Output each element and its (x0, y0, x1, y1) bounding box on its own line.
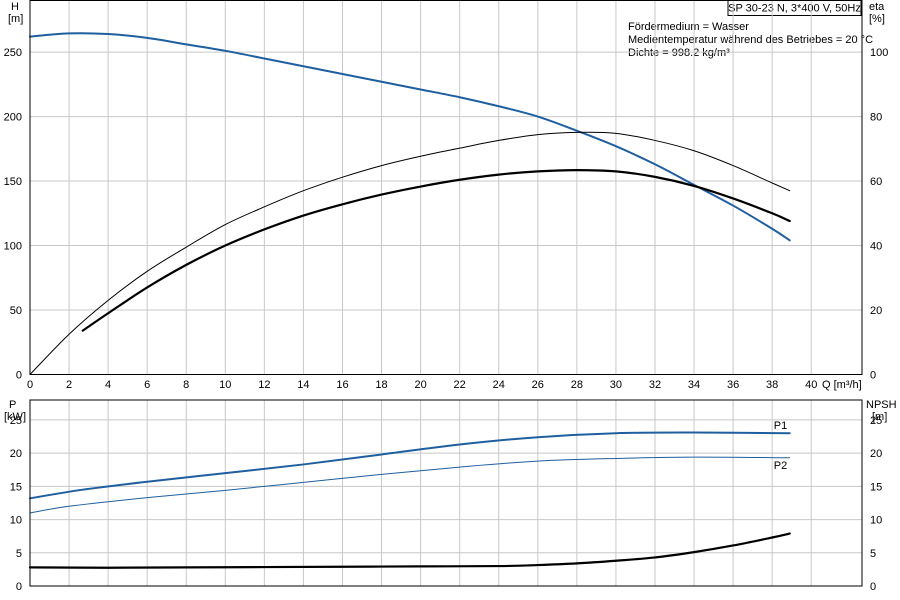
lower-series-1-line (29, 456, 791, 514)
x-tick-label: 8 (183, 379, 189, 391)
x-tick-label: 12 (258, 379, 270, 391)
x-tick-label: 10 (219, 379, 231, 391)
upper-right-tick-label: 0 (870, 370, 876, 382)
x-tick-label: 34 (688, 379, 700, 391)
lower-right-tick-label: 15 (870, 481, 882, 493)
lower-curves: P1 P2 (28, 420, 791, 569)
upper-right-tick-label: 80 (870, 112, 882, 124)
x-tick-label: 22 (454, 379, 466, 391)
upper-plot-frame (29, 0, 863, 375)
lower-left-tick-label: 10 (10, 515, 22, 527)
upper-left-tick-label: 250 (4, 47, 22, 59)
info-line-2: Medientemperatur während des Betriebes =… (628, 34, 873, 46)
lower-left-axis-label-2: [kW] (4, 411, 26, 423)
upper-series-2-line (81, 168, 791, 332)
lower-right-axis-label-1: NPSH (866, 399, 897, 411)
upper-curves (29, 32, 791, 375)
lower-right-tick-label: 0 (870, 581, 876, 593)
x-tick-label: 38 (766, 379, 778, 391)
lower-series-0-line (29, 431, 791, 500)
x-tick-label: 26 (532, 379, 544, 391)
x-tick-label: 32 (649, 379, 661, 391)
lower-right-tick-label: 20 (870, 448, 882, 460)
upper-right-tick-label: 100 (870, 47, 888, 59)
x-tick-label: 18 (375, 379, 387, 391)
upper-left-tick-label: 0 (16, 370, 22, 382)
x-tick-label: 2 (66, 379, 72, 391)
info-line-1: Fördermedium = Wasser (628, 21, 749, 33)
upper-right-tick-label: 40 (870, 241, 882, 253)
upper-grid (30, 0, 862, 375)
upper-right-axis-label-1: eta (869, 1, 885, 13)
lower-right-tick-label: 10 (870, 515, 882, 527)
lower-grid (30, 400, 862, 586)
upper-series-0-line (29, 32, 791, 242)
lower-series-2-line (28, 532, 791, 569)
lower-right-tick-label: 25 (870, 415, 882, 427)
upper-left-axis-label-2: [m] (8, 13, 23, 25)
x-tick-label: 36 (727, 379, 739, 391)
lower-right-axis-label-2: [m] (872, 411, 887, 423)
upper-left-axis-label-1: H (11, 1, 19, 13)
upper-left-tick-label: 200 (4, 112, 22, 124)
upper-left-tick-label: 150 (4, 176, 22, 188)
upper-left-tick-label: 50 (10, 305, 22, 317)
info-line-3: Dichte = 998.2 kg/m³ (628, 47, 730, 59)
lower-left-tick-label: 25 (10, 415, 22, 427)
x-tick-label: 6 (144, 379, 150, 391)
upper-right-tick-label: 20 (870, 305, 882, 317)
lower-left-tick-label: 5 (16, 548, 22, 560)
upper-right-tick-label: 60 (870, 176, 882, 188)
x-tick-label: 4 (105, 379, 111, 391)
x-tick-label: 16 (336, 379, 348, 391)
lower-series-label-p2: P2 (774, 460, 787, 472)
lower-left-tick-label: 15 (10, 481, 22, 493)
x-axis-label: Q [m³/h] (822, 379, 862, 391)
upper-right-axis-label-2: [%] (869, 13, 885, 25)
lower-plot-frame (29, 399, 863, 587)
x-tick-label: 20 (414, 379, 426, 391)
x-tick-label: 40 (805, 379, 817, 391)
lower-left-tick-label: 20 (10, 448, 22, 460)
x-tick-label: 30 (610, 379, 622, 391)
upper-series-1-line (29, 131, 791, 375)
lower-left-axis-label-1: P (9, 399, 16, 411)
x-tick-label: 28 (571, 379, 583, 391)
lower-tick-labels: 0 5 10 15 20 25 0 5 10 15 20 25 (10, 415, 883, 593)
x-tick-label: 0 (27, 379, 33, 391)
chart-title: SP 30-23 N, 3*400 V, 50Hz (728, 3, 861, 15)
lower-series-label-p1: P1 (774, 420, 787, 432)
x-tick-label: 24 (493, 379, 505, 391)
x-tick-label: 14 (297, 379, 309, 391)
lower-left-tick-label: 0 (16, 581, 22, 593)
upper-left-tick-label: 100 (4, 241, 22, 253)
lower-right-tick-label: 5 (870, 548, 876, 560)
